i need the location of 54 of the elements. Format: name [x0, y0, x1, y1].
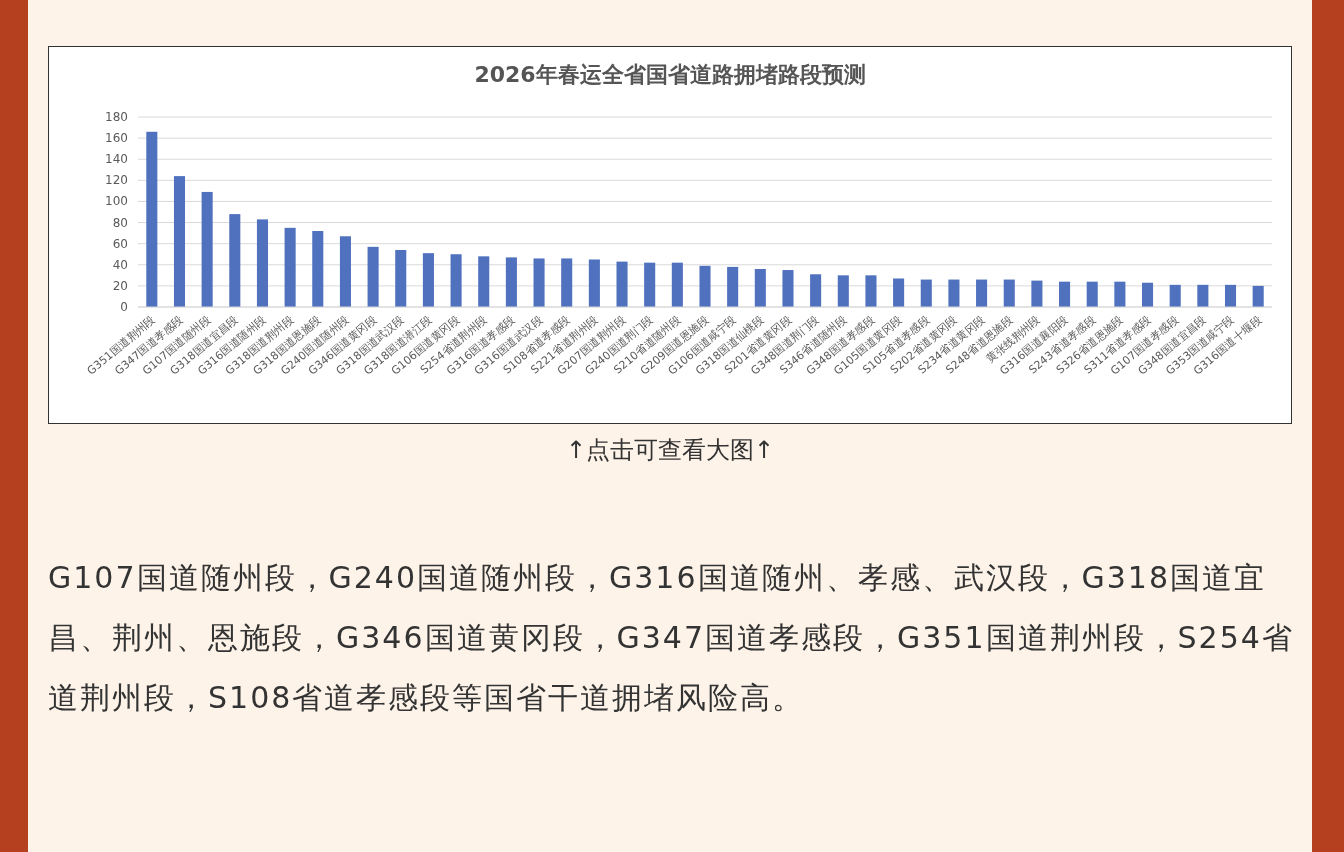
- chart-title: 2026年春运全省国省道路拥堵路段预测: [474, 62, 866, 87]
- bar: [920, 279, 932, 307]
- bar: [588, 259, 600, 307]
- bar: [505, 257, 517, 307]
- bar: [616, 261, 628, 307]
- bar: [1003, 279, 1015, 307]
- y-tick-label: 140: [105, 152, 128, 167]
- bar: [284, 227, 296, 307]
- y-tick-label: 20: [112, 278, 128, 293]
- bar: [1197, 284, 1209, 307]
- bar: [671, 262, 683, 307]
- y-tick-label: 120: [105, 173, 128, 188]
- bar: [256, 219, 268, 307]
- bar: [727, 266, 739, 307]
- bar: [339, 236, 351, 307]
- bar: [312, 231, 324, 307]
- bar: [1169, 284, 1181, 307]
- y-tick-label: 60: [112, 236, 128, 251]
- bar: [533, 258, 545, 307]
- y-tick-label: 80: [112, 215, 128, 230]
- bar: [810, 274, 822, 307]
- y-tick-label: 40: [112, 257, 128, 272]
- bar: [146, 131, 158, 307]
- bar: [201, 191, 213, 307]
- bar: [699, 265, 711, 307]
- bar: [229, 214, 241, 307]
- bar: [865, 275, 877, 307]
- bar: [395, 250, 407, 307]
- y-tick-label: 160: [105, 131, 128, 146]
- bar: [450, 254, 462, 307]
- bar: [837, 275, 849, 307]
- bar: [367, 246, 379, 307]
- y-tick-label: 100: [105, 194, 128, 209]
- bar: [478, 256, 490, 307]
- text: ↑点击可查看大图↑: [564, 435, 776, 466]
- bar: [1031, 280, 1043, 307]
- y-tick-label: 180: [105, 110, 128, 124]
- bar: [1224, 284, 1237, 307]
- bar: [1059, 281, 1071, 307]
- text: G107国道随州段，G240国道随州段，G316国道随州、孝感、武汉段，G318国道宜昌、荆州、恩施段，G346国道黄冈段，G347国道孝感段，G351国道荆州段，S254省道荆州段，S108省道孝感段等国省干道拥堵风险高。: [48, 559, 1295, 717]
- bar: [754, 269, 766, 307]
- bar: [561, 258, 573, 307]
- bar: [173, 176, 186, 307]
- bar: [782, 270, 794, 307]
- bar: [422, 253, 434, 307]
- bar: [893, 278, 905, 307]
- bar: [1114, 281, 1126, 307]
- bar: [976, 279, 988, 307]
- bar: [948, 279, 960, 307]
- bar: [1142, 282, 1154, 307]
- bar: [1252, 285, 1264, 307]
- bar: [1086, 281, 1098, 307]
- bar: [644, 262, 656, 307]
- y-tick-label: 0: [120, 300, 128, 314]
